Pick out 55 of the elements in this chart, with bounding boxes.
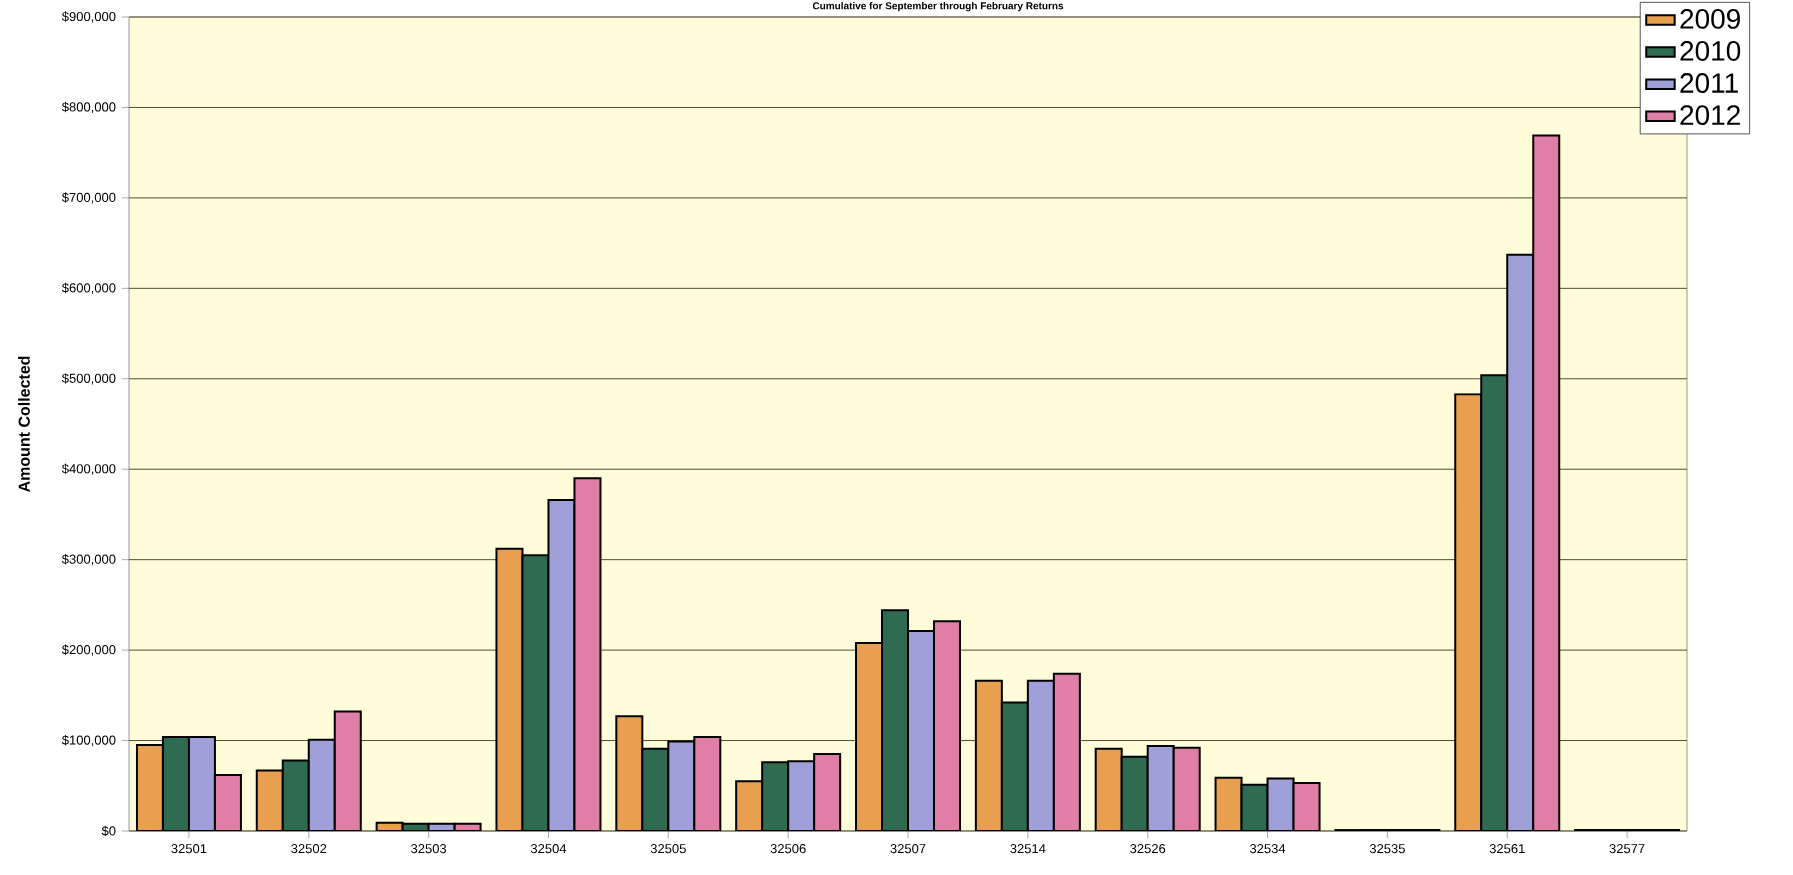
x-tick-label: 32561 xyxy=(1489,844,1525,854)
legend-label: 2011 xyxy=(1680,73,1738,93)
x-tick-label: 32507 xyxy=(890,844,926,854)
x-tick-label: 32505 xyxy=(650,844,686,854)
x-tick-label: 32577 xyxy=(1609,844,1645,854)
bar xyxy=(761,761,790,831)
x-tick-label: 32514 xyxy=(1010,844,1046,854)
legend-label: 2012 xyxy=(1680,105,1740,125)
bar xyxy=(787,760,816,831)
bar xyxy=(547,498,576,831)
bar xyxy=(333,710,362,831)
bar xyxy=(1532,134,1561,831)
bar xyxy=(1000,701,1029,831)
bar xyxy=(933,620,962,831)
bar xyxy=(573,477,602,831)
x-tick-label: 32534 xyxy=(1249,844,1286,854)
x-tick-label: 32535 xyxy=(1369,844,1405,854)
x-tick-label: 32503 xyxy=(411,844,447,854)
bar xyxy=(907,630,936,831)
bar xyxy=(1052,672,1081,831)
x-tick-label: 32506 xyxy=(770,844,806,854)
y-tick-label: $900,000 xyxy=(61,11,116,23)
bar xyxy=(642,748,669,831)
y-axis-title: Amount Collected xyxy=(18,356,30,493)
y-tick-label: $700,000 xyxy=(61,192,116,204)
legend-label: 2010 xyxy=(1680,41,1741,61)
y-tick-label: $500,000 xyxy=(61,373,116,385)
bar xyxy=(1172,746,1201,831)
bar xyxy=(668,741,695,831)
bar xyxy=(813,753,842,831)
y-tick-label: $800,000 xyxy=(61,101,116,114)
bar xyxy=(694,736,721,831)
bar xyxy=(521,554,550,831)
x-tick-label: 32502 xyxy=(291,844,327,854)
x-tick-label: 32501 xyxy=(171,844,207,854)
bar xyxy=(881,609,910,831)
bar xyxy=(1480,374,1509,831)
y-tick-label: $600,000 xyxy=(61,282,116,294)
bar xyxy=(1120,755,1149,831)
bar xyxy=(281,759,310,831)
y-tick-label: $300,000 xyxy=(61,554,116,566)
y-tick-label: $0 xyxy=(101,825,116,837)
y-tick-label: $100,000 xyxy=(61,734,116,747)
x-tick-label: 32504 xyxy=(530,844,567,854)
legend-label: 2009 xyxy=(1680,9,1740,29)
bar xyxy=(1026,679,1055,831)
bar xyxy=(161,735,190,831)
chart-title: Cumulative for September through February Returns xyxy=(812,1,1064,12)
y-tick-label: $200,000 xyxy=(61,644,116,656)
bar xyxy=(187,735,216,831)
bar xyxy=(1506,253,1535,831)
bar xyxy=(1146,744,1175,831)
y-tick-label: $400,000 xyxy=(61,463,116,475)
bar xyxy=(307,738,336,831)
x-tick-label: 32526 xyxy=(1130,844,1166,854)
